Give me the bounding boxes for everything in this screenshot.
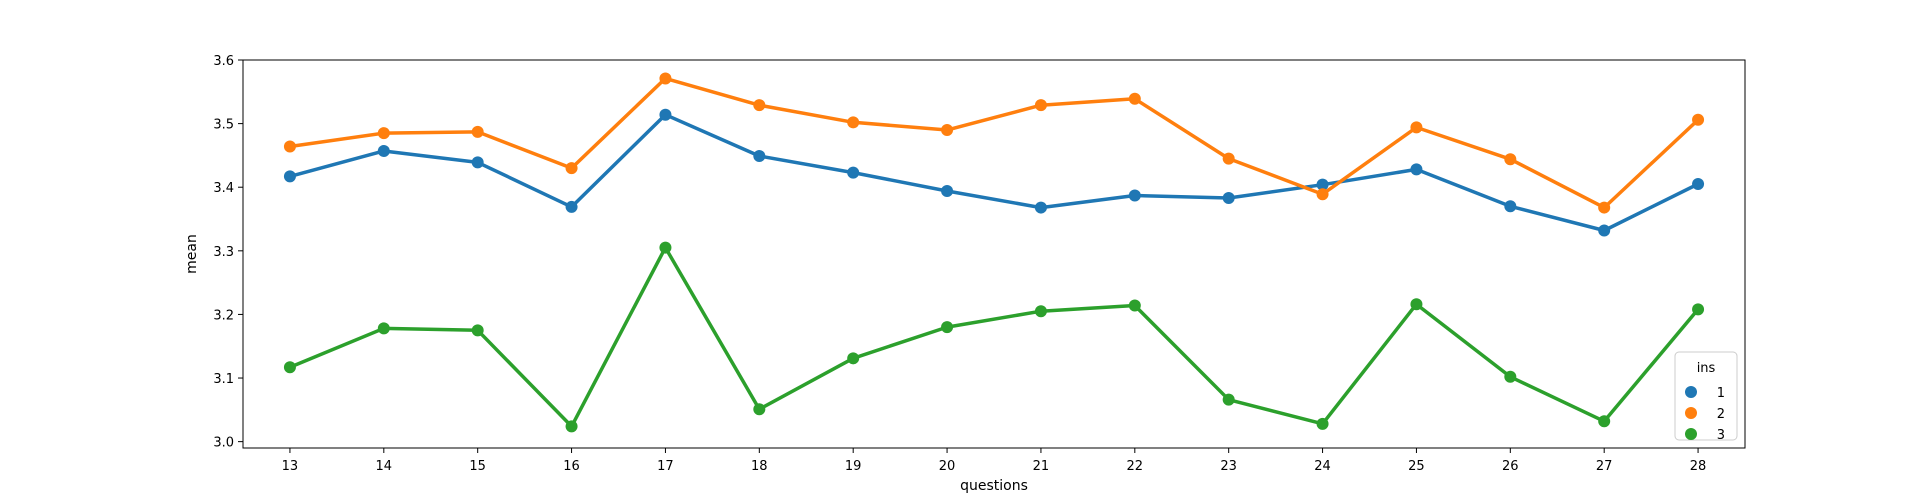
data-point-2 bbox=[565, 162, 578, 175]
y-tick-label: 3.5 bbox=[213, 118, 234, 133]
data-point-1 bbox=[565, 200, 578, 213]
data-point-2 bbox=[1316, 188, 1329, 201]
data-point-1 bbox=[1316, 178, 1329, 191]
series-lines bbox=[288, 76, 1700, 429]
y-tick-label: 3.0 bbox=[213, 436, 234, 451]
data-point-2 bbox=[1222, 152, 1235, 165]
x-tick-label: 16 bbox=[563, 459, 580, 474]
x-axis-label: questions bbox=[960, 478, 1028, 494]
data-point-3 bbox=[1504, 370, 1517, 383]
data-point-1 bbox=[1410, 163, 1423, 176]
x-tick-label: 17 bbox=[657, 459, 674, 474]
x-tick-label: 13 bbox=[282, 459, 299, 474]
series-points bbox=[283, 72, 1705, 433]
data-point-3 bbox=[659, 241, 672, 254]
data-point-1 bbox=[1128, 189, 1141, 202]
y-tick-label: 3.4 bbox=[213, 181, 234, 196]
x-tick-label: 18 bbox=[751, 459, 768, 474]
legend-marker-3 bbox=[1685, 428, 1697, 440]
y-tick-label: 3.3 bbox=[213, 245, 234, 260]
data-point-1 bbox=[1598, 224, 1611, 237]
data-point-1 bbox=[941, 185, 954, 198]
legend-label-3: 3 bbox=[1717, 428, 1725, 443]
data-point-3 bbox=[1316, 417, 1329, 430]
x-tick-label: 25 bbox=[1408, 459, 1425, 474]
data-point-3 bbox=[1410, 298, 1423, 311]
data-point-3 bbox=[753, 403, 766, 416]
data-point-3 bbox=[1598, 415, 1611, 428]
data-point-2 bbox=[659, 72, 672, 85]
legend-label-2: 2 bbox=[1717, 407, 1725, 422]
y-axis: 3.0 3.1 3.2 3.3 3.4 3.5 3.6 bbox=[213, 54, 243, 451]
legend-marker-1 bbox=[1685, 386, 1697, 398]
data-point-2 bbox=[753, 99, 766, 112]
data-point-3 bbox=[847, 352, 860, 365]
x-tick-label: 15 bbox=[469, 459, 486, 474]
data-point-3 bbox=[565, 420, 578, 433]
data-point-2 bbox=[1598, 201, 1611, 214]
x-tick-label: 27 bbox=[1596, 459, 1613, 474]
data-point-2 bbox=[1128, 92, 1141, 105]
data-point-3 bbox=[283, 361, 296, 374]
data-point-1 bbox=[847, 166, 860, 179]
data-point-1 bbox=[1692, 178, 1705, 191]
data-point-1 bbox=[377, 144, 390, 157]
data-point-3 bbox=[377, 322, 390, 335]
series-line-1 bbox=[288, 112, 1700, 233]
x-tick-label: 22 bbox=[1127, 459, 1144, 474]
data-point-1 bbox=[1222, 192, 1235, 205]
y-tick-label: 3.2 bbox=[213, 308, 234, 323]
data-point-1 bbox=[1034, 201, 1047, 214]
data-point-3 bbox=[1128, 299, 1141, 312]
data-point-3 bbox=[941, 321, 954, 334]
x-tick-label: 23 bbox=[1220, 459, 1237, 474]
x-tick-label: 14 bbox=[376, 459, 393, 474]
legend-title: ins bbox=[1697, 361, 1716, 376]
plot-frame bbox=[242, 59, 1746, 449]
data-point-3 bbox=[471, 324, 484, 337]
data-point-3 bbox=[1222, 393, 1235, 406]
legend-marker-2 bbox=[1685, 407, 1697, 419]
y-axis-label: mean bbox=[184, 234, 200, 274]
x-tick-label: 21 bbox=[1033, 459, 1050, 474]
x-axis: 13 14 15 16 17 18 19 20 21 22 23 24 25 26 27 28 bbox=[282, 448, 1707, 474]
data-point-3 bbox=[1692, 303, 1705, 316]
data-point-1 bbox=[753, 150, 766, 163]
data-point-2 bbox=[847, 116, 860, 129]
data-point-2 bbox=[1410, 121, 1423, 134]
data-point-2 bbox=[941, 123, 954, 136]
series-line-3 bbox=[288, 245, 1700, 429]
x-tick-label: 24 bbox=[1314, 459, 1331, 474]
x-tick-label: 19 bbox=[845, 459, 862, 474]
data-point-2 bbox=[1504, 153, 1517, 166]
data-point-1 bbox=[659, 108, 672, 121]
data-point-1 bbox=[283, 170, 296, 183]
series-line-2 bbox=[288, 76, 1700, 210]
data-point-1 bbox=[471, 156, 484, 169]
data-point-2 bbox=[1034, 99, 1047, 112]
y-tick-label: 3.6 bbox=[213, 54, 234, 69]
data-point-3 bbox=[1034, 305, 1047, 318]
legend-label-1: 1 bbox=[1717, 386, 1725, 401]
data-point-2 bbox=[471, 125, 484, 138]
y-tick-label: 3.1 bbox=[213, 372, 234, 387]
data-point-1 bbox=[1504, 200, 1517, 213]
data-point-2 bbox=[283, 140, 296, 153]
x-tick-label: 28 bbox=[1690, 459, 1707, 474]
x-tick-label: 20 bbox=[939, 459, 956, 474]
data-point-2 bbox=[377, 127, 390, 140]
x-tick-label: 26 bbox=[1502, 459, 1519, 474]
data-point-2 bbox=[1692, 113, 1705, 126]
